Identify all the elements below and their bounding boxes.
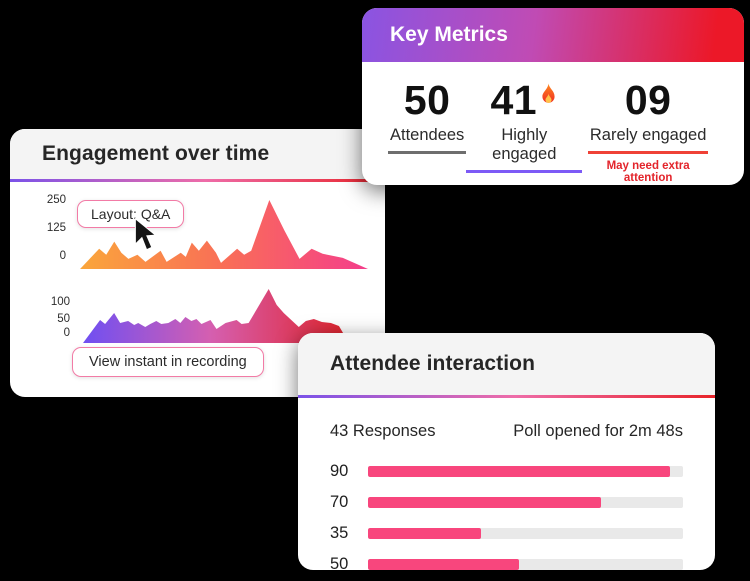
area-series-top xyxy=(80,200,368,269)
bar-track xyxy=(368,559,683,570)
attendees-label: Attendees xyxy=(388,124,467,155)
y-tick-0: 0 xyxy=(59,250,66,262)
highly-engaged-value: 41 xyxy=(490,77,558,123)
stat-highly-engaged: 41 Highly engaged xyxy=(466,77,583,184)
y-tick-125: 125 xyxy=(46,222,66,234)
engagement-over-time-card: Engagement over time 250 125 0 Layout: Q… xyxy=(10,129,385,397)
engagement-area-chart-bottom xyxy=(83,289,349,343)
y-tick-0b: 0 xyxy=(63,327,70,339)
y-tick-100: 100 xyxy=(50,296,70,308)
rarely-engaged-label: Rarely engaged xyxy=(587,124,709,155)
highly-engaged-number: 41 xyxy=(490,77,538,123)
view-instant-in-recording-button[interactable]: View instant in recording xyxy=(72,347,264,377)
poll-bar-row: 35 xyxy=(330,524,683,543)
key-metrics-title: Key Metrics xyxy=(390,23,508,46)
poll-meta-row: 43 Responses Poll opened for 2m 48s xyxy=(298,398,715,441)
fire-icon xyxy=(542,83,555,104)
gradient-divider xyxy=(298,395,715,398)
y-tick-250: 250 xyxy=(46,194,66,206)
key-metrics-card: Key Metrics 50 Attendees 41 xyxy=(362,8,744,185)
stat-attendees: 50 Attendees xyxy=(388,77,467,184)
area-series-bottom xyxy=(83,289,349,343)
poll-bar-row: 50 xyxy=(330,555,683,570)
stat-rarely-engaged: 09 Rarely engaged May need extra attenti… xyxy=(582,77,714,185)
responses-count: 43 Responses xyxy=(330,422,436,440)
bar-track xyxy=(368,466,683,477)
y-tick-50: 50 xyxy=(57,313,70,325)
bar-track xyxy=(368,528,683,539)
poll-open-duration: Poll opened for 2m 48s xyxy=(513,422,683,440)
engagement-card-title: Engagement over time xyxy=(42,142,270,165)
bar-fill xyxy=(368,528,482,539)
bar-fill xyxy=(368,559,520,570)
engagement-card-header: Engagement over time xyxy=(10,129,385,179)
rarely-engaged-value: 09 xyxy=(624,77,672,123)
bar-fill xyxy=(368,497,602,508)
engagement-area-chart-top xyxy=(80,200,368,269)
mouse-cursor-icon xyxy=(134,217,157,251)
poll-bar-chart: 90 70 35 50 xyxy=(298,462,715,570)
bar-label: 50 xyxy=(330,555,349,570)
bar-fill xyxy=(368,466,671,477)
attendee-interaction-card: Attendee interaction 43 Responses Poll o… xyxy=(298,333,715,570)
poll-bar-row: 90 xyxy=(330,462,683,481)
layout-qa-button[interactable]: Layout: Q&A xyxy=(77,200,185,228)
key-metrics-header: Key Metrics xyxy=(362,8,744,62)
attendee-card-title: Attendee interaction xyxy=(330,352,536,375)
poll-bar-row: 70 xyxy=(330,493,683,512)
bar-label: 70 xyxy=(330,493,349,511)
bar-label: 90 xyxy=(330,462,349,480)
bar-track xyxy=(368,497,683,508)
attendee-card-header: Attendee interaction xyxy=(298,333,715,395)
attendees-value: 50 xyxy=(403,77,451,123)
rarely-engaged-note: May need extra attention xyxy=(606,160,690,185)
gradient-divider xyxy=(10,179,385,182)
highly-engaged-label: Highly engaged xyxy=(466,124,583,174)
bar-label: 35 xyxy=(330,524,349,542)
key-metrics-stats-row: 50 Attendees 41 Highly xyxy=(362,62,744,184)
